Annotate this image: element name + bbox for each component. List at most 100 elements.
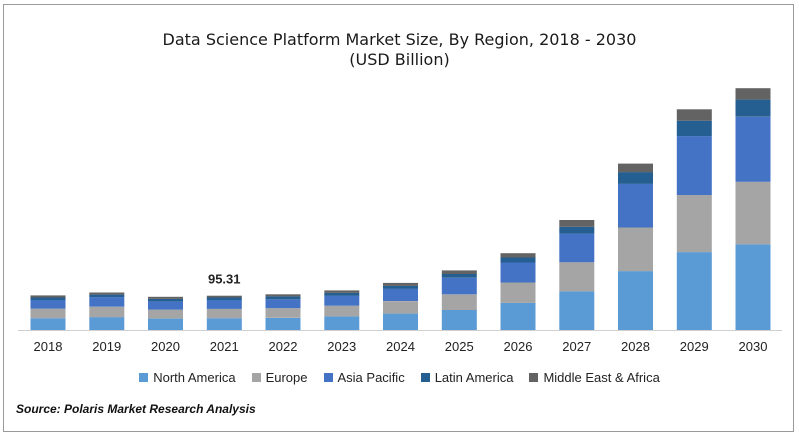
bar-segment-latin-america-2022 bbox=[265, 296, 301, 300]
legend-item-middle-east-africa: Middle East & Africa bbox=[529, 370, 660, 385]
bar-segment-north-america-2023 bbox=[324, 316, 360, 330]
legend-item-latin-america: Latin America bbox=[420, 370, 514, 385]
chart-subtitle: (USD Billion) bbox=[349, 50, 450, 69]
legend-item-north-america: North America bbox=[139, 370, 236, 385]
x-tick-label-2027: 2027 bbox=[562, 339, 591, 354]
bar-segment-north-america-2029 bbox=[676, 252, 712, 330]
bar-segment-asia-pacific-2025 bbox=[441, 277, 477, 295]
x-tick-label-2019: 2019 bbox=[92, 339, 121, 354]
bar-segment-latin-america-2030 bbox=[735, 99, 771, 117]
bar-segment-europe-2025 bbox=[441, 294, 477, 310]
legend-swatch-middle-east-africa bbox=[529, 373, 539, 382]
bar-segment-north-america-2020 bbox=[148, 318, 183, 330]
legend-label-middle-east-africa: Middle East & Africa bbox=[543, 370, 660, 385]
bar-segment-europe-2022 bbox=[265, 308, 301, 318]
bar-segment-asia-pacific-2024 bbox=[383, 288, 418, 301]
bar-segment-asia-pacific-2022 bbox=[265, 299, 301, 309]
bar-segment-north-america-2030 bbox=[735, 244, 771, 330]
legend-item-europe: Europe bbox=[251, 370, 308, 385]
bar-segment-asia-pacific-2028 bbox=[618, 183, 653, 228]
bar-segment-north-america-2022 bbox=[265, 317, 301, 330]
bar-segment-latin-america-2023 bbox=[324, 292, 360, 296]
legend-label-asia-pacific: Asia Pacific bbox=[337, 370, 405, 385]
x-tick-label-2030: 2030 bbox=[739, 339, 768, 354]
chart-legend: North America Europe Asia Pacific Latin Ame… bbox=[0, 370, 799, 385]
bar-segment-latin-america-2025 bbox=[441, 273, 477, 278]
bar-segment-latin-america-2026 bbox=[500, 257, 536, 263]
bar-segment-middle-east-africa-2027 bbox=[559, 220, 595, 227]
bar-segment-latin-america-2020 bbox=[148, 298, 183, 302]
bar-segment-north-america-2021 bbox=[206, 318, 242, 330]
bar-segment-north-america-2024 bbox=[383, 313, 418, 330]
bar-segment-middle-east-africa-2024 bbox=[383, 282, 418, 286]
bar-segment-middle-east-africa-2018 bbox=[30, 295, 66, 298]
x-tick-label-2021: 2021 bbox=[210, 339, 239, 354]
bar-segment-asia-pacific-2030 bbox=[735, 116, 771, 182]
bar-segment-middle-east-africa-2020 bbox=[148, 296, 183, 299]
x-tick-label-2018: 2018 bbox=[34, 339, 63, 354]
bar-segment-europe-2018 bbox=[30, 308, 66, 319]
bar-segment-europe-2030 bbox=[735, 181, 771, 245]
bar-segment-middle-east-africa-2028 bbox=[618, 163, 653, 173]
bar-segment-europe-2026 bbox=[500, 282, 536, 303]
bar-segment-latin-america-2019 bbox=[89, 294, 125, 298]
bar-segment-asia-pacific-2023 bbox=[324, 295, 360, 306]
bar-segment-latin-america-2018 bbox=[30, 297, 66, 300]
bar-segment-asia-pacific-2029 bbox=[676, 136, 712, 195]
x-tick-label-2020: 2020 bbox=[151, 339, 180, 354]
bar-segment-asia-pacific-2020 bbox=[148, 301, 183, 310]
bar-segment-latin-america-2027 bbox=[559, 226, 595, 234]
bar-segment-north-america-2027 bbox=[559, 291, 595, 330]
bar-segment-middle-east-africa-2030 bbox=[735, 88, 771, 100]
bar-segment-middle-east-africa-2029 bbox=[676, 109, 712, 121]
bar-segment-latin-america-2021 bbox=[206, 297, 242, 300]
bar-segment-europe-2023 bbox=[324, 305, 360, 317]
bar-segment-europe-2028 bbox=[618, 227, 653, 272]
bar-segment-north-america-2026 bbox=[500, 302, 536, 330]
legend-swatch-latin-america bbox=[420, 373, 430, 382]
legend-label-latin-america: Latin America bbox=[434, 370, 514, 385]
x-tick-label-2026: 2026 bbox=[504, 339, 533, 354]
legend-item-asia-pacific: Asia Pacific bbox=[323, 370, 405, 385]
x-tick-label-2025: 2025 bbox=[445, 339, 474, 354]
bar-segment-asia-pacific-2027 bbox=[559, 233, 595, 263]
x-tick-label-2023: 2023 bbox=[327, 339, 356, 354]
x-tick-label-2024: 2024 bbox=[386, 339, 415, 354]
x-tick-label-2022: 2022 bbox=[269, 339, 298, 354]
bar-segment-latin-america-2028 bbox=[618, 172, 653, 184]
bar-segment-middle-east-africa-2022 bbox=[265, 294, 301, 297]
bar-segment-middle-east-africa-2026 bbox=[500, 253, 536, 258]
bar-segment-asia-pacific-2021 bbox=[206, 300, 242, 309]
bar-segment-europe-2021 bbox=[206, 308, 242, 319]
bar-segment-europe-2024 bbox=[383, 301, 418, 314]
bar-segment-europe-2020 bbox=[148, 309, 183, 319]
bar-segment-north-america-2018 bbox=[30, 318, 66, 330]
bar-segment-asia-pacific-2026 bbox=[500, 262, 536, 283]
bar-segment-latin-america-2024 bbox=[383, 285, 418, 289]
legend-label-north-america: North America bbox=[153, 370, 236, 385]
source-note: Source: Polaris Market Research Analysis bbox=[16, 402, 256, 416]
bar-segment-north-america-2028 bbox=[618, 271, 653, 330]
bar-segment-asia-pacific-2019 bbox=[89, 297, 125, 307]
bar-segment-middle-east-africa-2023 bbox=[324, 290, 360, 293]
bar-segment-latin-america-2029 bbox=[676, 120, 712, 137]
bar-segment-asia-pacific-2018 bbox=[30, 300, 66, 309]
chart-title: Data Science Platform Market Size, By Re… bbox=[162, 30, 637, 49]
legend-swatch-europe bbox=[251, 373, 261, 382]
bar-segment-middle-east-africa-2019 bbox=[89, 292, 125, 295]
bar-segment-europe-2027 bbox=[559, 262, 595, 292]
chart-frame bbox=[3, 4, 794, 432]
bar-segment-europe-2029 bbox=[676, 195, 712, 253]
legend-swatch-asia-pacific bbox=[323, 373, 333, 382]
bar-segment-north-america-2025 bbox=[441, 310, 477, 330]
legend-swatch-north-america bbox=[139, 373, 149, 382]
x-tick-label-2028: 2028 bbox=[621, 339, 650, 354]
bar-segment-middle-east-africa-2025 bbox=[441, 270, 477, 274]
bar-segment-middle-east-africa-2021 bbox=[206, 295, 242, 298]
legend-label-europe: Europe bbox=[265, 370, 308, 385]
data-label-2021: 95.31 bbox=[208, 272, 241, 287]
x-tick-label-2029: 2029 bbox=[680, 339, 709, 354]
bar-segment-north-america-2019 bbox=[89, 317, 125, 330]
bar-segment-europe-2019 bbox=[89, 306, 125, 318]
